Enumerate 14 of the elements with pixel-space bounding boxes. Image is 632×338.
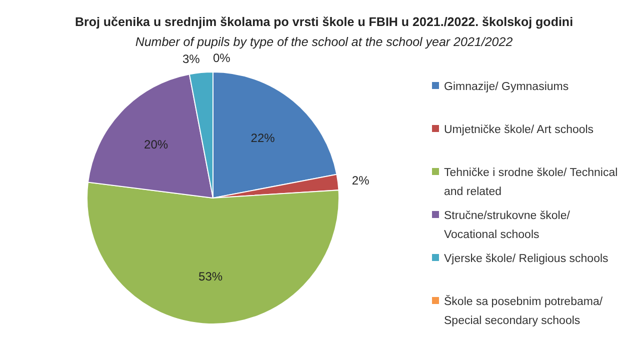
data-label: 2% xyxy=(352,174,370,188)
legend-label: Škole sa posebnim potrebama/ Special secondary schools xyxy=(444,294,604,328)
legend-label: Umjetničke škole/ Art schools xyxy=(444,124,594,136)
data-label: 53% xyxy=(198,269,223,284)
chart-subtitle: Number of pupils by type of the school at the school year 2021/2022 xyxy=(135,35,513,49)
data-label: 3% xyxy=(182,52,200,66)
data-label: 22% xyxy=(250,131,276,146)
legend-label: Stručne/strukovne škole/ Vocational schools xyxy=(444,210,571,242)
legend-label: Gimnazije/ Gymnasiums xyxy=(444,81,569,94)
data-label: 20% xyxy=(144,138,168,152)
legend-label: Tehničke i srodne škole/ Technical and related xyxy=(444,167,618,198)
legend-label: Vjerske škole/ Religious schools xyxy=(444,253,609,266)
text: 0% xyxy=(213,51,230,66)
chart-title: Broj učenika u srednjim školama po vrsti škole u FBIH u 2021./2022. školskoj godini xyxy=(74,15,574,29)
